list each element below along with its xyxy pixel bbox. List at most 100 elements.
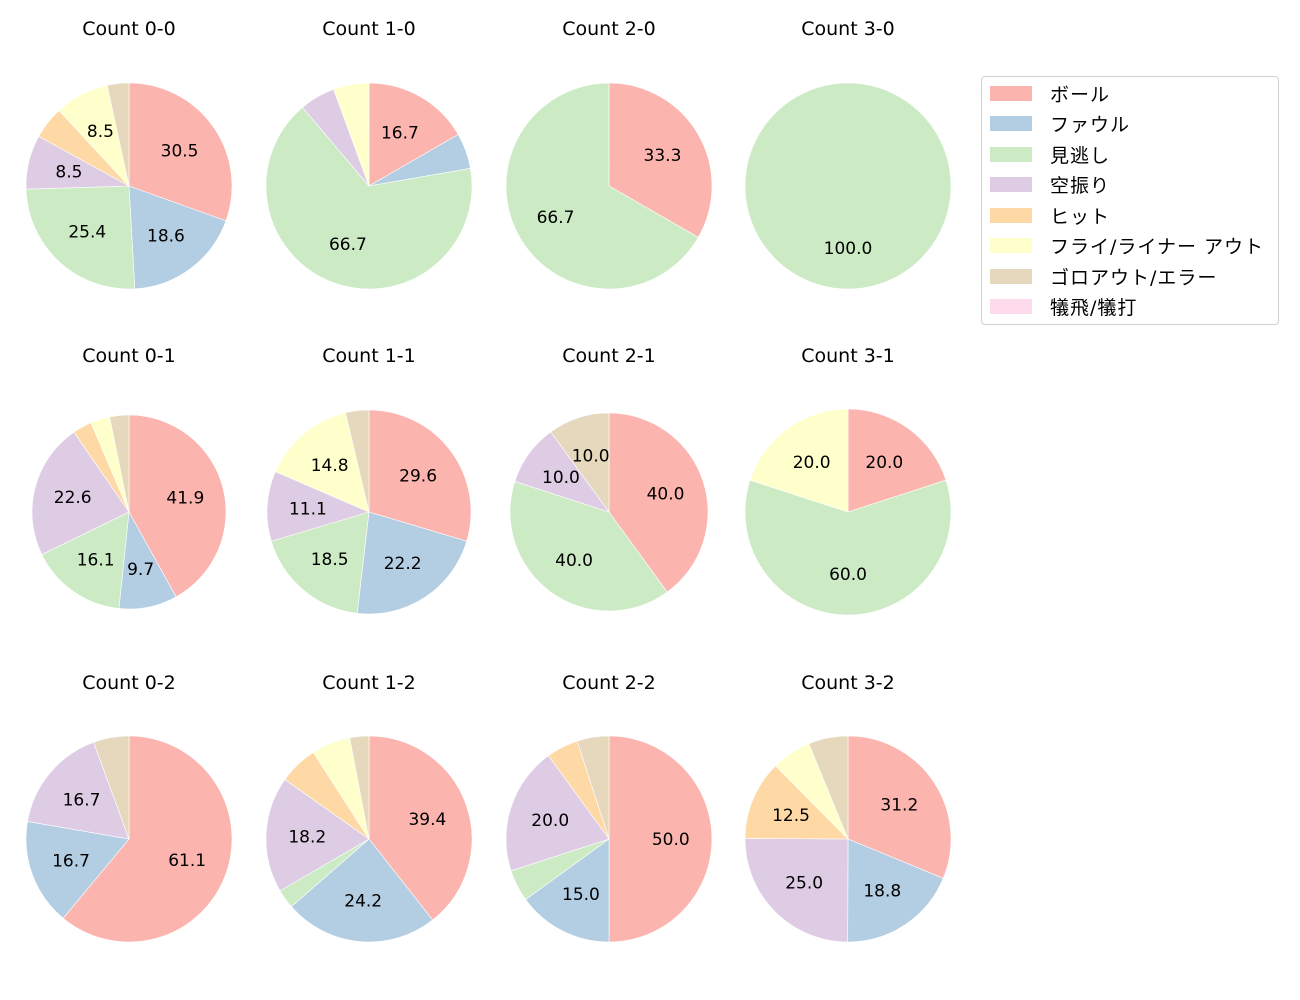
pie-slice [25,821,130,919]
legend-swatch [990,177,1032,192]
slice-label: 29.6 [399,466,437,486]
pie-slice [608,735,713,943]
slice-label: 10.0 [572,447,610,467]
legend-item-swinging-strike: 空振り [990,173,1110,197]
slice-label: 15.0 [562,885,600,905]
legend-label: ファウル [1050,114,1131,136]
legend-item-sacrifice: 犠飛/犠打 [990,295,1137,319]
pie-chart: Count 3-1 20.0 60.0 20.0 [744,345,952,616]
pie-chart: Count 2-1 40.0 40.0 10.010.0 [509,345,709,612]
slice-label: 31.2 [880,796,918,816]
pie-title: Count 1-1 [322,345,416,367]
legend-swatch [990,207,1032,223]
legend-swatch [990,85,1032,101]
slice-label: 61.1 [168,851,206,871]
legend-label: 見逃し [1050,144,1111,167]
pie-slice [109,414,130,513]
pie-slice [290,838,434,943]
pie-title: Count 2-1 [562,345,656,367]
legend-swatch [990,146,1032,162]
slice-label: 40.0 [647,485,685,505]
pie-chart: Count 0-1 41.9 9.7 16.1 22.6 [31,345,227,610]
legend: ボール ファウル 見逃し 空振り ヒット フライ/ライナー アウト ゴロアウト/… [981,76,1279,325]
slice-label: 22.6 [54,488,92,508]
legend-label: ヒット [1050,205,1111,228]
pie-slice [345,409,370,513]
pie-slice [27,741,130,840]
pie-slice [576,735,610,840]
pie-chart: Count 2-2 50.0 15.0 20.0 [505,672,713,943]
slice-label: 50.0 [652,830,690,850]
pie-slice [266,471,370,542]
pie-chart: Count 1-1 29.6 22.2 18.5 11.1 14.8 [266,345,472,615]
slice-label: 22.2 [384,554,422,574]
pie-slice [505,755,610,872]
slice-label: 12.5 [772,806,810,826]
pie-chart: Count 0-2 61.1 16.7 16.7 [25,672,233,943]
legend-item-hit: ヒット [990,203,1111,228]
slice-label: 18.5 [311,550,349,570]
pie-slice [356,511,468,615]
legend-label: フライ/ライナー アウト [1050,236,1265,258]
pie-title: Count 0-0 [82,18,176,40]
pie-slice [128,414,227,598]
slice-label: 66.7 [329,235,367,255]
slice-label: 20.0 [531,811,569,831]
slice-label: 18.6 [147,227,185,247]
pie-slice [368,82,459,187]
pie-title: Count 3-1 [801,345,895,367]
slice-label: 16.7 [52,851,90,871]
pie-slice [265,106,473,290]
pie-slice [93,735,130,840]
pie-slice [368,735,473,921]
pie-slice [847,735,952,879]
legend-item-fly-liner-out: フライ/ライナー アウト [990,234,1264,258]
slice-label: 66.7 [537,208,575,228]
pie-slice [550,412,610,513]
pie-title: Count 3-0 [801,18,895,40]
pie-title: Count 0-2 [82,672,176,694]
slice-label: 14.8 [311,456,349,476]
legend-item-called-strike: 見逃し [990,142,1111,167]
slice-label: 11.1 [289,499,327,519]
slice-label: 16.7 [63,790,101,810]
slice-label: 40.0 [555,551,593,571]
pie-slice [744,82,952,290]
pie-slice [62,735,233,943]
pie-slice [525,838,610,943]
legend-swatch [990,268,1032,284]
pie-slice [368,409,472,542]
pie-slice [349,735,370,840]
pie-title: Count 1-2 [322,672,416,694]
legend-label: ボール [1050,83,1111,106]
pie-title: Count 0-1 [82,345,176,367]
pie-slice [749,408,849,513]
pie-slice [608,412,709,593]
legend-label: 犠飛/犠打 [1050,297,1138,319]
slice-label: 33.3 [644,146,682,166]
pie-title: Count 2-0 [562,18,656,40]
pie-chart: Count 3-2 31.2 18.8 25.0 12.5 [744,672,952,943]
pie-chart: Count 1-0 16.7 66.7 [265,18,473,290]
pie-slice [265,779,370,892]
pie-title: Count 2-2 [562,672,656,694]
slice-label: 39.4 [408,810,446,830]
pie-chart: Count 3-0 100.0 [744,18,952,290]
slice-label: 20.0 [793,453,831,473]
legend-swatch [990,299,1032,314]
pie-title: Count 3-2 [801,672,895,694]
pie-slice [608,82,713,238]
pie-slice [274,412,370,513]
pie-slice [847,838,944,943]
pie-slice [333,82,370,187]
pie-slice [505,82,699,290]
pie-slice [744,479,952,616]
legend-label: ゴロアウト/エラー [1050,266,1218,289]
pie-slice [509,481,668,612]
pie-slice [270,511,370,614]
pie-slice [808,735,849,840]
slice-label: 10.0 [542,468,580,488]
slice-label: 8.5 [87,122,114,142]
legend-item-groundout-error: ゴロアウト/エラー [990,264,1218,289]
pie-slice [106,82,130,187]
